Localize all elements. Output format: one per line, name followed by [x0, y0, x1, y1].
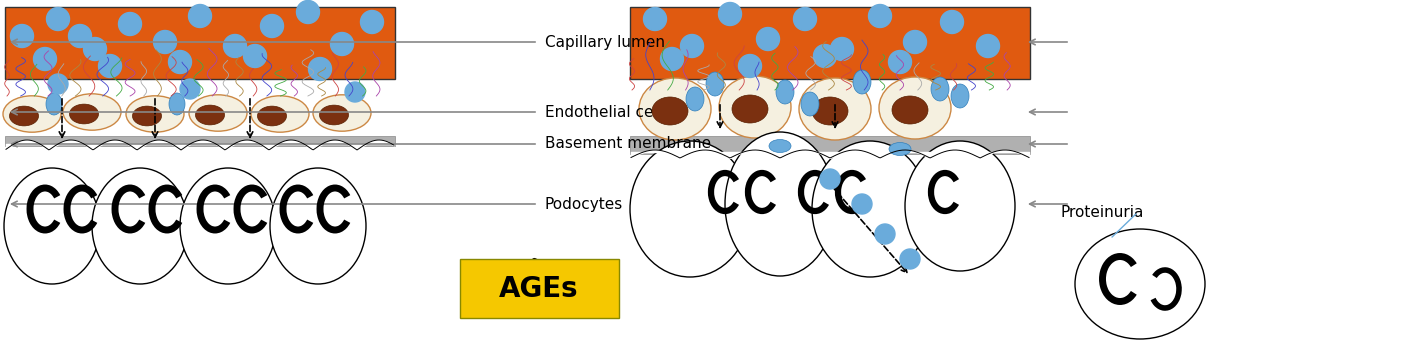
Circle shape	[296, 0, 319, 24]
FancyBboxPatch shape	[6, 151, 396, 309]
Ellipse shape	[319, 105, 349, 125]
Ellipse shape	[92, 168, 189, 284]
Circle shape	[739, 55, 761, 78]
Text: Podocytes: Podocytes	[545, 197, 624, 211]
Circle shape	[119, 12, 142, 36]
FancyBboxPatch shape	[6, 7, 396, 79]
Circle shape	[889, 51, 912, 74]
Circle shape	[868, 4, 892, 28]
Circle shape	[330, 32, 353, 55]
Ellipse shape	[251, 96, 309, 132]
Circle shape	[661, 47, 683, 71]
Ellipse shape	[10, 106, 38, 126]
Ellipse shape	[1075, 229, 1205, 339]
Ellipse shape	[951, 84, 968, 108]
Circle shape	[189, 4, 211, 28]
Circle shape	[977, 35, 1000, 58]
Ellipse shape	[652, 97, 688, 125]
Ellipse shape	[189, 95, 247, 131]
Ellipse shape	[3, 96, 61, 132]
Ellipse shape	[813, 141, 927, 277]
Circle shape	[47, 8, 69, 31]
Circle shape	[360, 11, 383, 33]
Circle shape	[261, 15, 284, 37]
Ellipse shape	[196, 105, 224, 125]
Circle shape	[903, 31, 926, 54]
Circle shape	[48, 74, 68, 94]
Circle shape	[794, 8, 817, 31]
Text: Endothelial cells: Endothelial cells	[545, 104, 669, 119]
Ellipse shape	[686, 87, 703, 111]
Ellipse shape	[269, 168, 366, 284]
Circle shape	[98, 55, 122, 78]
Ellipse shape	[854, 70, 871, 94]
Ellipse shape	[892, 96, 927, 124]
Ellipse shape	[180, 168, 277, 284]
Ellipse shape	[258, 106, 286, 126]
Ellipse shape	[132, 106, 162, 126]
Ellipse shape	[69, 104, 98, 124]
Circle shape	[345, 82, 364, 102]
Circle shape	[169, 51, 191, 74]
Circle shape	[719, 3, 742, 25]
Circle shape	[756, 28, 780, 51]
Circle shape	[900, 249, 920, 269]
Ellipse shape	[313, 95, 372, 131]
Ellipse shape	[905, 141, 1015, 271]
Ellipse shape	[630, 141, 750, 277]
Circle shape	[644, 8, 666, 31]
Circle shape	[940, 11, 963, 33]
Ellipse shape	[879, 77, 951, 139]
Ellipse shape	[776, 80, 794, 104]
Ellipse shape	[706, 72, 725, 96]
Text: Proteinuria: Proteinuria	[1061, 205, 1143, 219]
Ellipse shape	[719, 76, 791, 138]
FancyBboxPatch shape	[6, 136, 396, 146]
Text: AGEs: AGEs	[499, 275, 579, 303]
Circle shape	[180, 79, 200, 99]
Ellipse shape	[889, 142, 910, 155]
Circle shape	[224, 35, 247, 58]
Circle shape	[68, 24, 92, 47]
Circle shape	[831, 37, 854, 60]
Ellipse shape	[169, 93, 184, 115]
Ellipse shape	[640, 78, 710, 140]
Circle shape	[10, 24, 34, 47]
FancyBboxPatch shape	[630, 7, 1029, 79]
Ellipse shape	[45, 93, 62, 115]
Circle shape	[875, 224, 895, 244]
Circle shape	[84, 37, 106, 60]
Ellipse shape	[732, 95, 769, 123]
Ellipse shape	[62, 94, 121, 130]
Ellipse shape	[725, 132, 835, 276]
FancyBboxPatch shape	[459, 259, 620, 318]
Ellipse shape	[932, 77, 949, 101]
Circle shape	[34, 47, 57, 71]
Text: Capillary lumen: Capillary lumen	[545, 35, 665, 50]
Circle shape	[814, 44, 837, 67]
Circle shape	[820, 169, 839, 189]
Ellipse shape	[769, 139, 791, 153]
Ellipse shape	[813, 97, 848, 125]
Ellipse shape	[798, 78, 871, 140]
Ellipse shape	[126, 96, 184, 132]
Circle shape	[852, 194, 872, 214]
Circle shape	[153, 31, 176, 54]
Circle shape	[309, 58, 332, 80]
Circle shape	[244, 44, 267, 67]
Ellipse shape	[801, 92, 820, 116]
Ellipse shape	[4, 168, 101, 284]
FancyBboxPatch shape	[630, 136, 1029, 154]
Text: Basement membrane: Basement membrane	[545, 136, 710, 151]
Circle shape	[681, 35, 703, 58]
